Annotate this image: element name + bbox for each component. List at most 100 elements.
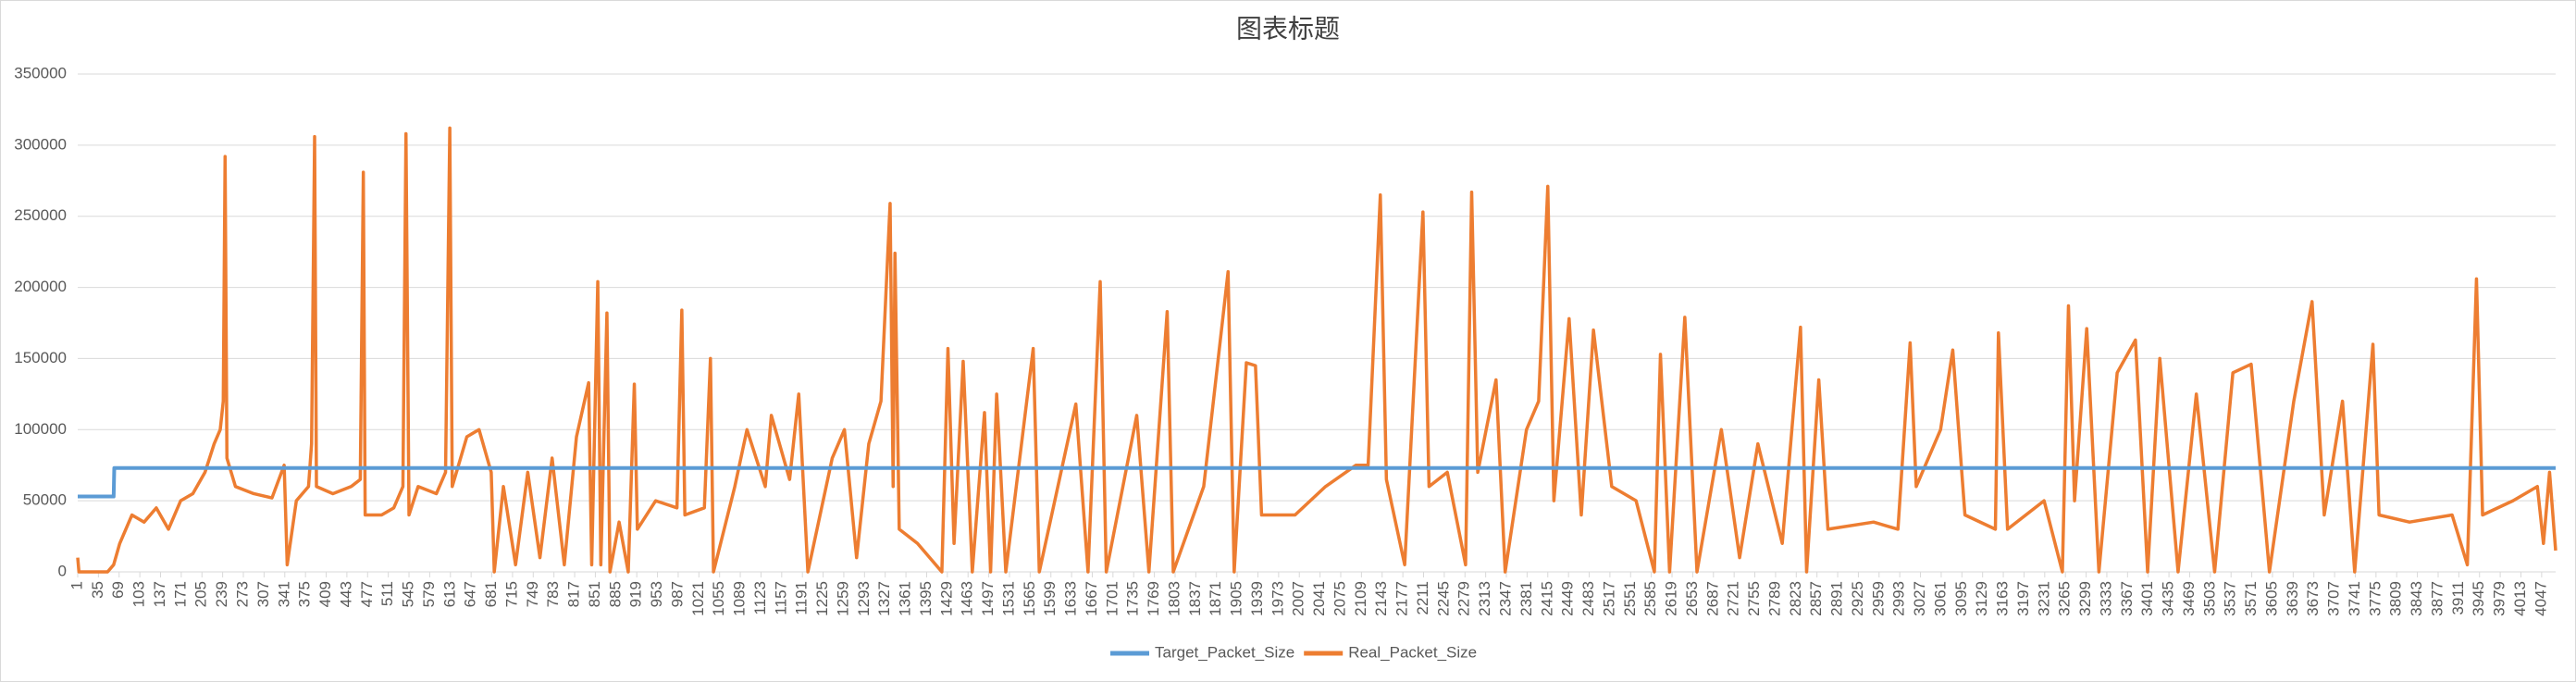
x-tick-label: 3265	[2056, 581, 2074, 616]
x-tick-label: 3843	[2408, 581, 2425, 616]
x-tick-label: 2721	[1725, 581, 1742, 616]
x-tick-label: 4013	[2511, 581, 2529, 616]
x-tick-label: 1157	[772, 581, 789, 615]
y-tick-label: 250000	[14, 206, 67, 224]
x-tick-label: 3503	[2200, 581, 2218, 616]
x-tick-label: 2755	[1745, 581, 1763, 616]
x-tick-label: 3605	[2262, 581, 2280, 616]
x-tick-label: 1633	[1062, 581, 1080, 616]
x-tick-label: 2925	[1849, 581, 1866, 616]
x-tick-label: 3911	[2449, 581, 2467, 615]
x-tick-label: 545	[400, 581, 417, 607]
x-tick-label: 69	[109, 581, 127, 599]
x-tick-label: 2279	[1455, 581, 1473, 616]
x-tick-label: 681	[482, 581, 500, 607]
legend-label: Target_Packet_Size	[1155, 643, 1294, 661]
x-tick-label: 3299	[2076, 581, 2094, 616]
x-tick-label: 2857	[1807, 581, 1825, 616]
x-tick-label: 1429	[937, 581, 955, 616]
x-tick-label: 749	[524, 581, 541, 607]
x-tick-label: 1463	[959, 581, 976, 616]
x-tick-label: 1667	[1083, 581, 1100, 616]
y-tick-label: 200000	[14, 278, 67, 295]
x-tick-label: 2313	[1476, 581, 1493, 616]
x-tick-label: 3809	[2387, 581, 2405, 616]
x-tick-label: 409	[316, 581, 334, 607]
x-tick-label: 3231	[2035, 581, 2052, 616]
x-tick-label: 715	[502, 581, 520, 607]
x-tick-label: 2959	[1869, 581, 1887, 616]
x-tick-label: 2177	[1393, 581, 1411, 616]
x-tick-label: 1497	[979, 581, 997, 616]
x-tick-label: 2109	[1352, 581, 1369, 616]
y-tick-label: 350000	[14, 64, 67, 81]
x-tick-label: 1837	[1186, 581, 1204, 616]
x-tick-label: 2517	[1600, 581, 1617, 616]
x-tick-label: 1803	[1165, 581, 1183, 616]
x-tick-label: 3877	[2428, 581, 2446, 616]
x-tick-label: 3707	[2325, 581, 2343, 616]
x-tick-label: 953	[648, 581, 665, 607]
x-tick-label: 2075	[1331, 581, 1348, 616]
x-tick-label: 1905	[1228, 581, 1245, 616]
x-tick-label: 3367	[2118, 581, 2136, 616]
x-tick-label: 3401	[2138, 581, 2156, 616]
x-tick-label: 2381	[1517, 581, 1535, 616]
x-tick-label: 1225	[813, 581, 831, 616]
x-tick-label: 2891	[1828, 581, 1846, 616]
x-tick-label: 3469	[2180, 581, 2198, 616]
x-tick-label: 307	[254, 581, 272, 607]
x-tick-label: 1123	[751, 581, 769, 615]
x-tick-label: 1871	[1207, 581, 1224, 616]
x-tick-label: 3095	[1952, 581, 1970, 616]
x-tick-label: 103	[130, 581, 148, 607]
chart-title: 图表标题	[1236, 14, 1340, 43]
x-tick-label: 3129	[1973, 581, 1990, 616]
legend-label: Real_Packet_Size	[1348, 643, 1477, 661]
x-tick-label: 2143	[1372, 581, 1390, 616]
x-tick-label: 3571	[2242, 581, 2260, 616]
y-tick-label: 300000	[14, 135, 67, 153]
x-tick-label: 171	[171, 581, 189, 607]
x-tick-label: 1021	[689, 581, 707, 616]
x-tick-label: 2449	[1559, 581, 1577, 616]
x-tick-label: 2653	[1683, 581, 1701, 616]
x-tick-label: 783	[544, 581, 562, 607]
x-tick-label: 3435	[2160, 581, 2177, 616]
x-tick-label: 1191	[793, 581, 811, 615]
x-tick-label: 3639	[2284, 581, 2301, 616]
x-tick-label: 3741	[2346, 581, 2363, 616]
x-tick-label: 647	[462, 581, 479, 607]
x-tick-label: 3333	[2097, 581, 2114, 616]
x-tick-label: 1327	[875, 581, 893, 616]
data-line	[78, 465, 2556, 499]
x-tick-label: 239	[213, 581, 230, 607]
x-tick-label: 2789	[1765, 581, 1783, 616]
x-tick-label: 987	[668, 581, 686, 607]
x-tick-label: 2619	[1663, 581, 1680, 616]
x-tick-label: 1939	[1248, 581, 1266, 616]
x-tick-label: 35	[89, 581, 106, 599]
x-tick-label: 3163	[1994, 581, 2012, 616]
x-tick-label: 3197	[2014, 581, 2032, 616]
x-tick-label: 443	[337, 581, 354, 607]
x-tick-label: 511	[378, 581, 396, 606]
x-tick-label: 1361	[897, 581, 914, 616]
x-tick-label: 477	[358, 581, 376, 607]
x-tick-label: 1055	[710, 581, 727, 616]
data-line	[76, 126, 2557, 574]
x-tick-label: 2687	[1703, 581, 1721, 616]
y-tick-label: 50000	[23, 491, 67, 509]
x-tick-label: 885	[606, 581, 624, 607]
x-tick-label: 273	[234, 581, 252, 607]
x-tick-label: 1531	[999, 581, 1017, 616]
x-tick-label: 3673	[2304, 581, 2322, 616]
x-tick-label: 919	[627, 581, 645, 607]
x-tick-label: 137	[151, 581, 168, 607]
x-tick-label: 1395	[917, 581, 935, 616]
x-tick-label: 2211	[1414, 581, 1431, 615]
x-tick-label: 2007	[1290, 581, 1307, 616]
y-tick-label: 0	[58, 562, 67, 579]
x-tick-label: 817	[565, 581, 583, 607]
